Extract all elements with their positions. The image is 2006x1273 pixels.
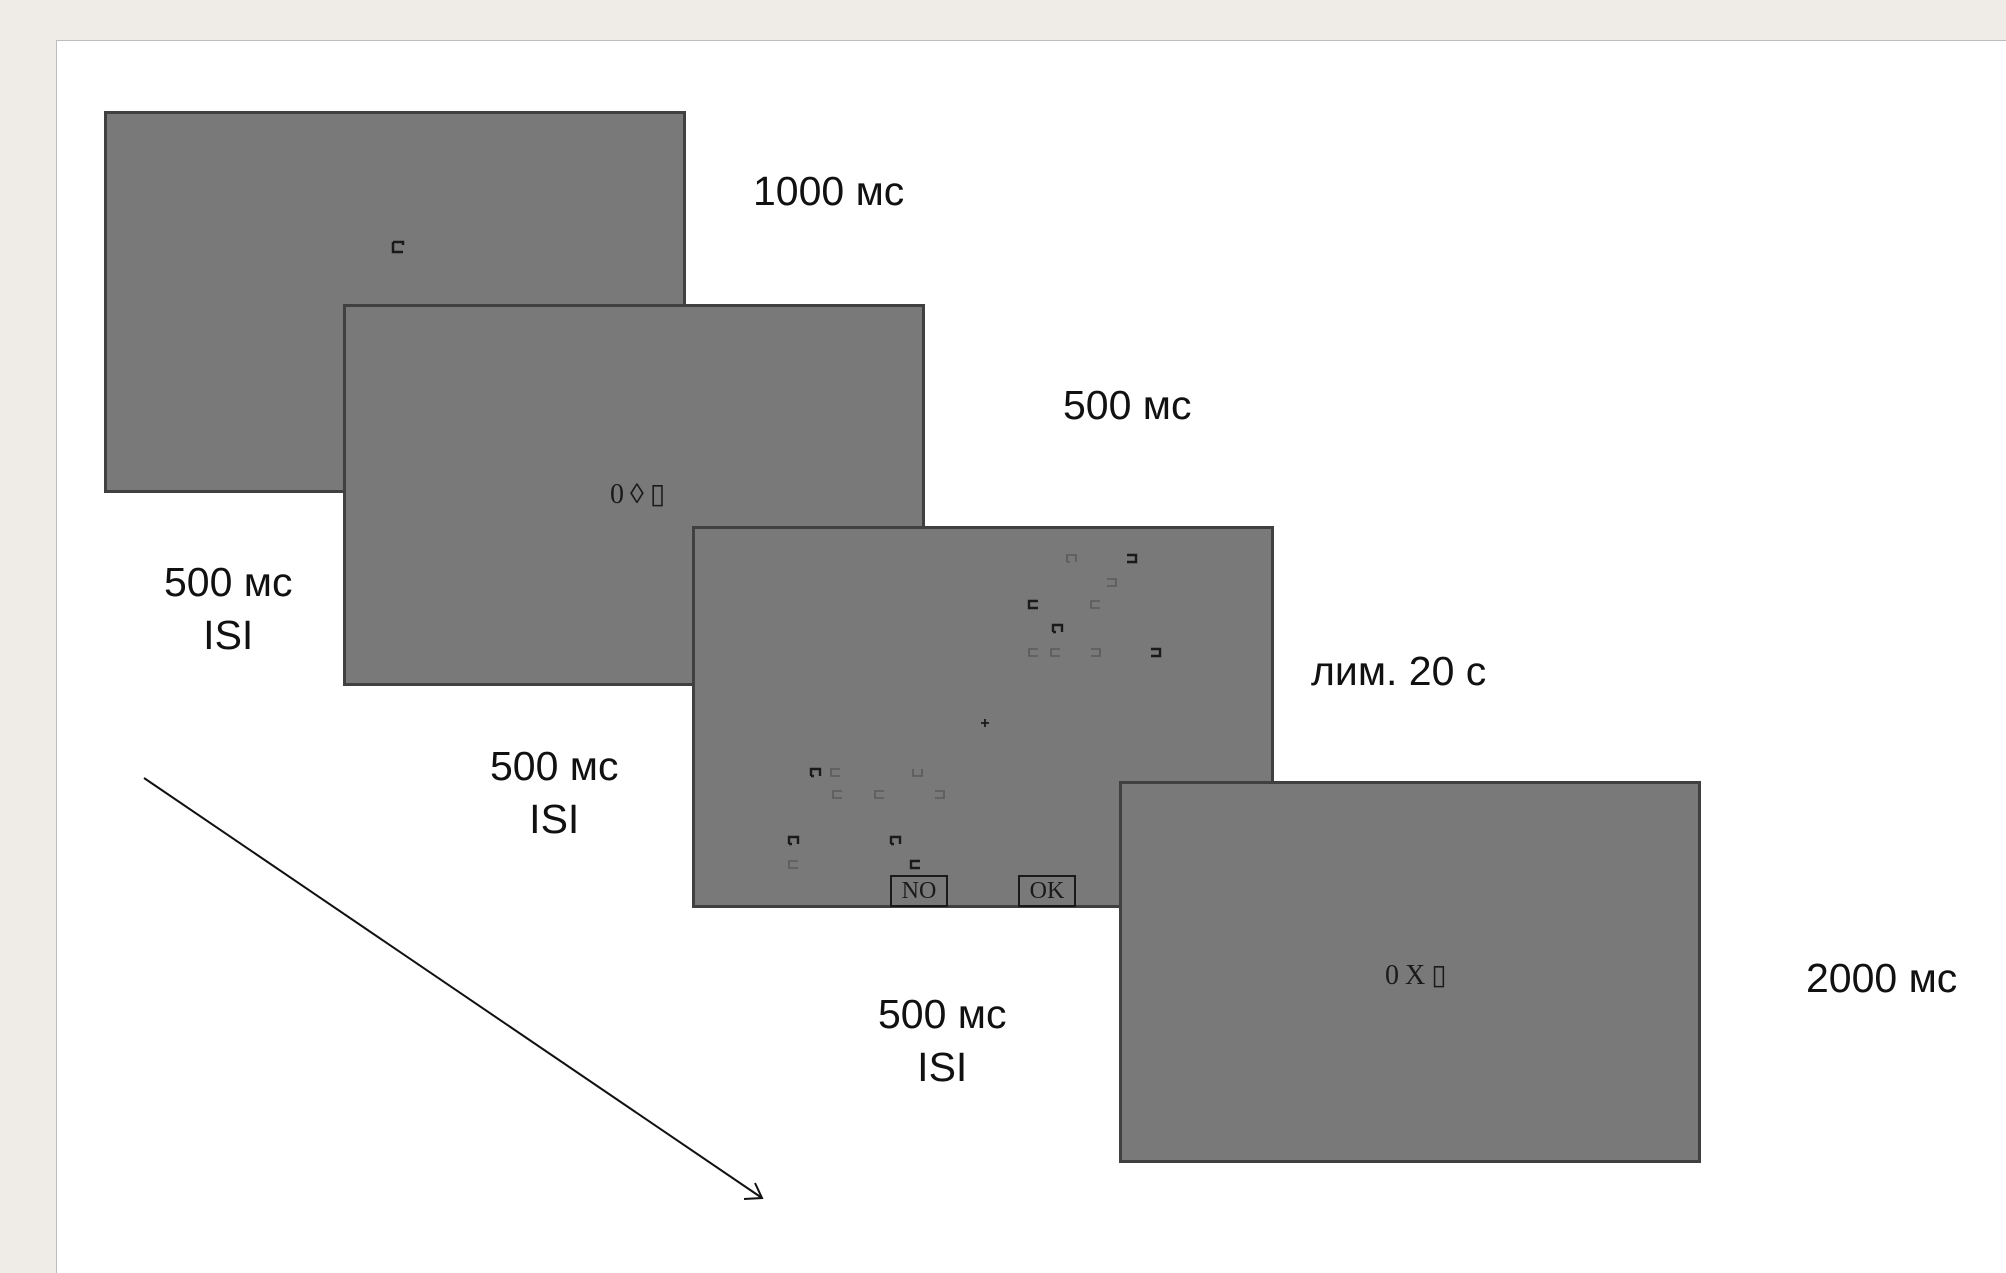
search-item <box>1051 623 1064 634</box>
search-array <box>787 553 1162 870</box>
search-item <box>809 767 822 778</box>
screen-feedback: 0X▯ <box>1119 781 1701 1163</box>
duration-label-1: 1000 мс <box>753 168 905 214</box>
search-item <box>1151 647 1162 658</box>
isi-text: ISI <box>203 612 254 659</box>
isi-text: ISI <box>917 1044 968 1091</box>
duration-label-3: лим. 20 с <box>1311 648 1487 694</box>
search-item <box>912 769 923 777</box>
feedback-stimulus: 0X▯ <box>1385 960 1453 991</box>
search-item <box>1028 648 1038 657</box>
search-item <box>830 768 840 777</box>
duration-label-2: 500 мс <box>1063 382 1192 428</box>
isi-duration: 500 мс <box>490 743 619 789</box>
no-button[interactable]: NO <box>890 875 948 907</box>
isi-duration: 500 мс <box>164 559 293 605</box>
search-item <box>1027 599 1038 610</box>
fixation-cross <box>981 719 989 727</box>
isi-label-2: 500 мс ISI <box>490 740 619 847</box>
search-item <box>1091 648 1101 657</box>
isi-duration: 500 мс <box>878 991 1007 1037</box>
search-item <box>1090 600 1100 609</box>
search-item <box>787 835 800 846</box>
duration-label-4: 2000 мс <box>1806 955 1958 1001</box>
search-item <box>874 790 884 799</box>
fixation-symbol <box>391 240 405 254</box>
search-item <box>935 790 945 799</box>
search-item <box>832 790 842 799</box>
sample-stimulus: 0◊▯ <box>610 479 672 510</box>
search-item <box>1127 553 1138 564</box>
search-item <box>788 860 798 869</box>
search-item <box>1050 648 1060 657</box>
isi-text: ISI <box>529 796 580 843</box>
isi-label-1: 500 мс ISI <box>164 556 293 663</box>
search-item <box>909 859 920 870</box>
search-item <box>1066 554 1077 563</box>
search-item <box>889 835 902 846</box>
isi-label-3: 500 мс ISI <box>878 988 1007 1095</box>
search-item <box>1107 578 1117 587</box>
ok-button[interactable]: OK <box>1018 875 1076 907</box>
